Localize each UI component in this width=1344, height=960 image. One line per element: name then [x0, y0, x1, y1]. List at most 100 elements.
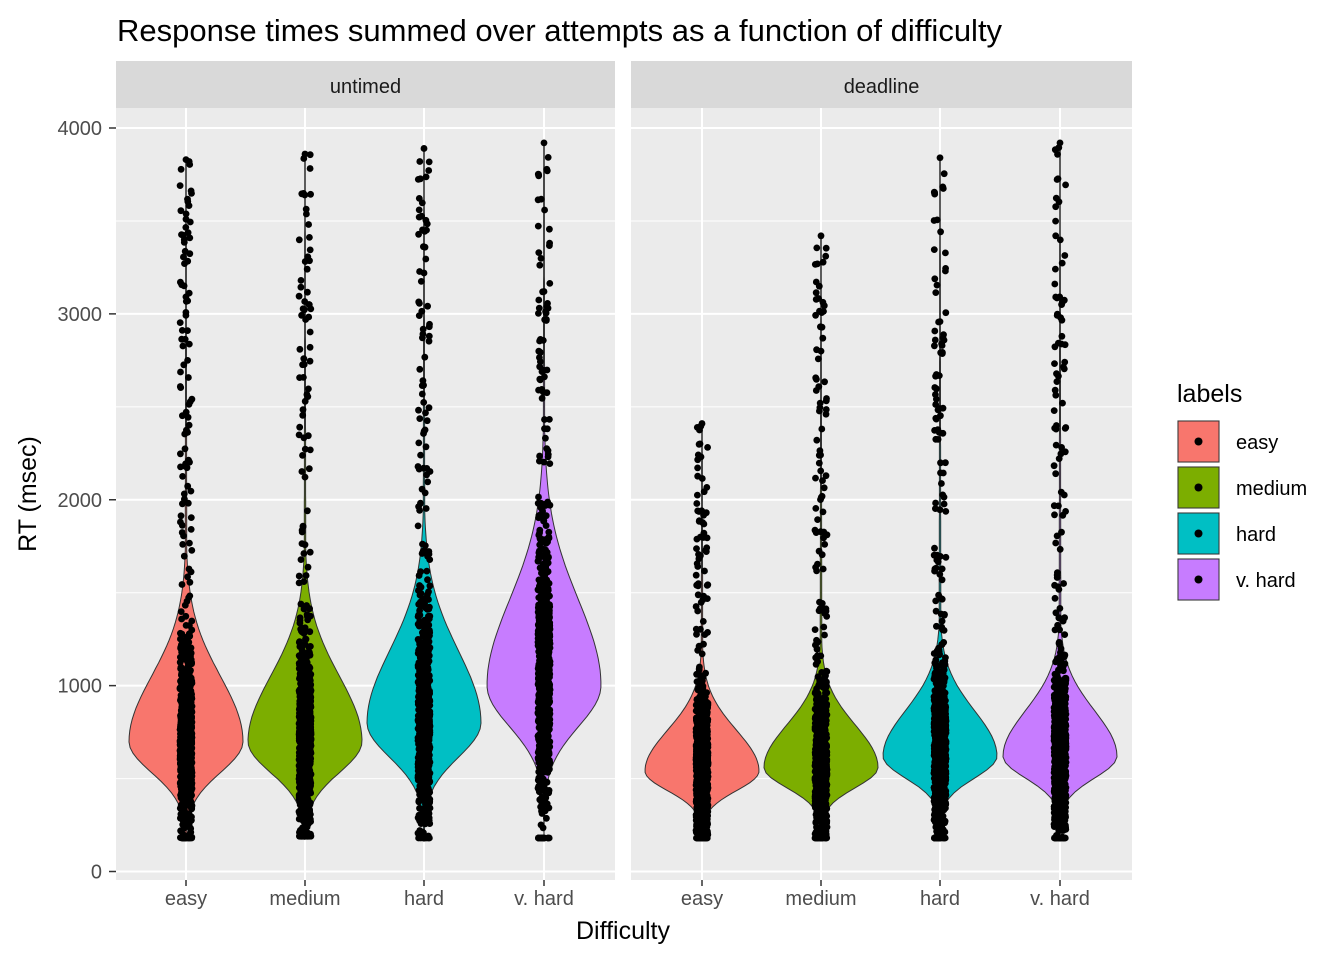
data-point: [414, 463, 422, 470]
data-point: [699, 618, 707, 625]
data-point: [535, 556, 542, 564]
data-point: [546, 622, 554, 629]
data-point: [425, 158, 433, 166]
data-point: [299, 411, 307, 419]
data-point: [540, 834, 548, 842]
data-point: [543, 389, 551, 397]
data-point: [186, 622, 193, 629]
data-point: [186, 234, 194, 242]
data-point: [306, 446, 314, 454]
data-point: [420, 834, 428, 842]
data-point: [426, 743, 434, 751]
points-medium-untimed: [295, 150, 315, 840]
data-point: [300, 710, 308, 718]
data-point: [184, 357, 192, 364]
data-point: [541, 728, 548, 736]
data-point: [535, 310, 542, 317]
data-point: [422, 409, 429, 417]
data-point: [184, 327, 191, 334]
data-point: [422, 255, 430, 263]
data-point: [180, 702, 188, 709]
data-point: [182, 309, 190, 316]
data-point: [177, 810, 185, 818]
data-point: [177, 463, 184, 471]
data-point: [698, 834, 706, 842]
data-point: [546, 239, 553, 247]
data-point: [536, 777, 544, 785]
data-point: [301, 150, 309, 158]
data-point: [306, 328, 314, 336]
data-point: [695, 795, 702, 803]
data-point: [535, 347, 543, 355]
data-point: [186, 398, 194, 405]
data-point: [185, 638, 193, 646]
data-point: [426, 789, 434, 796]
data-point: [298, 759, 306, 766]
data-point: [306, 343, 314, 351]
data-point: [186, 161, 194, 168]
data-point: [182, 156, 190, 163]
data-point: [420, 780, 428, 788]
data-point: [177, 759, 185, 766]
data-point: [539, 337, 547, 344]
data-point: [300, 578, 308, 585]
data-point: [416, 158, 424, 165]
data-point: [305, 685, 313, 692]
data-point: [300, 374, 307, 381]
data-point: [298, 540, 306, 547]
data-point: [697, 708, 704, 716]
data-point: [817, 467, 825, 475]
strip-bg: [116, 61, 615, 108]
data-point: [422, 682, 430, 690]
data-point: [300, 434, 308, 442]
data-point: [306, 234, 313, 241]
data-point: [544, 712, 552, 720]
data-point: [423, 465, 431, 472]
data-point: [185, 374, 192, 381]
data-point: [422, 443, 430, 451]
data-point: [185, 340, 193, 348]
data-point: [424, 694, 432, 702]
data-point: [302, 635, 309, 643]
data-point: [178, 327, 186, 334]
data-point: [694, 472, 702, 480]
data-point: [415, 587, 422, 594]
data-point: [306, 246, 314, 254]
data-point: [417, 499, 424, 507]
data-point: [296, 345, 304, 353]
data-point: [544, 615, 552, 622]
data-point: [176, 319, 184, 326]
data-point: [301, 654, 309, 662]
data-point: [299, 720, 307, 728]
data-point: [541, 697, 548, 704]
data-point: [188, 834, 196, 842]
data-point: [300, 630, 308, 637]
data-point: [694, 563, 702, 570]
data-point: [177, 368, 184, 376]
data-point: [181, 430, 189, 438]
data-point: [422, 505, 430, 512]
data-point: [306, 548, 314, 556]
data-point: [304, 747, 311, 755]
points-easy-untimed: [176, 156, 196, 842]
data-point: [541, 425, 548, 433]
data-point: [307, 670, 315, 678]
data-point: [184, 810, 192, 818]
data-point: [417, 664, 424, 672]
data-point: [545, 639, 553, 647]
data-point: [302, 205, 310, 213]
data-point: [700, 520, 708, 528]
data-point: [544, 304, 552, 312]
data-point: [702, 758, 710, 765]
data-point: [814, 560, 821, 568]
data-point: [305, 725, 313, 733]
data-point: [535, 611, 543, 618]
data-point: [425, 167, 433, 174]
data-point: [423, 471, 430, 479]
data-point: [546, 280, 554, 287]
data-point: [305, 465, 313, 473]
data-point: [176, 383, 184, 390]
data-point: [417, 568, 424, 576]
